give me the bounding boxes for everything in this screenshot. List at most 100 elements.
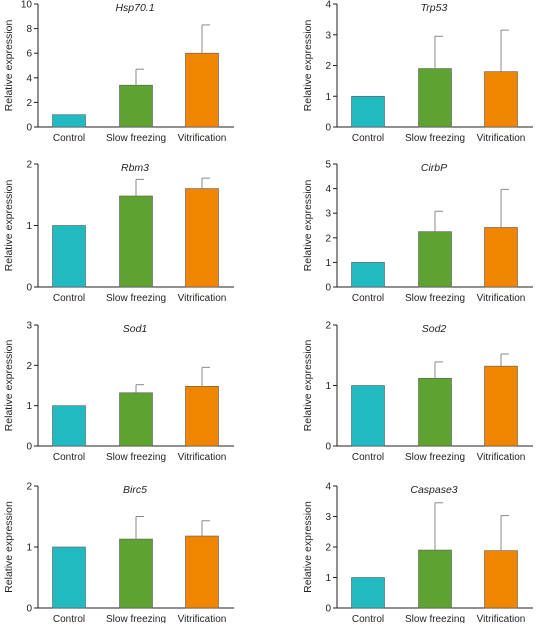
- y-axis-label: Relative expression: [302, 180, 314, 272]
- x-tick-label: Vitrification: [477, 452, 526, 463]
- chart-panel-6: 0 1 2 Relative expression Sod2 Control Slow fr…: [302, 321, 533, 463]
- x-tick-label: Control: [352, 293, 384, 304]
- bar-control: [52, 546, 86, 609]
- x-tick-label: Vitrification: [178, 452, 227, 463]
- chart-title: Sod1: [123, 323, 148, 335]
- y-tick-label: 1: [26, 543, 32, 554]
- x-tick-label: Vitrification: [477, 614, 526, 623]
- bar-vitrification: [185, 386, 219, 447]
- chart-title: Trp53: [421, 2, 448, 14]
- y-tick-label: 1: [325, 92, 331, 103]
- y-tick-label: 2: [325, 543, 331, 554]
- chart-panel-1: 0 2 4 6 8 10 Relative expression Hsp70.1 Control…: [3, 0, 234, 144]
- y-axis-label: Relative expression: [302, 20, 314, 112]
- bar-control: [351, 577, 385, 609]
- x-tick-label: Control: [352, 614, 384, 623]
- x-tick-label: Slow freezing: [106, 293, 166, 304]
- y-tick-label: 3: [325, 30, 331, 41]
- y-tick-label: 2: [325, 61, 331, 72]
- y-tick-label: 4: [325, 0, 331, 11]
- x-tick-label: Vitrification: [178, 133, 227, 144]
- bar-vitrification: [185, 52, 219, 128]
- x-tick-label: Vitrification: [477, 133, 526, 144]
- x-tick-label: Vitrification: [477, 293, 526, 304]
- x-tick-label: Control: [53, 614, 85, 623]
- x-tick-label: Vitrification: [178, 293, 227, 304]
- x-tick-label: Slow freezing: [106, 452, 166, 463]
- y-tick-label: 4: [325, 184, 331, 195]
- x-tick-label: Control: [53, 293, 85, 304]
- y-tick-label: 8: [26, 24, 32, 35]
- bar-slow-freezing: [418, 377, 452, 447]
- chart-panel-8: 0 1 2 3 4 Relative expression Caspase3 Control S…: [302, 482, 533, 625]
- chart-panel-2: 0 1 2 3 4 Relative expression Trp53 Control Slow…: [302, 0, 533, 144]
- x-tick-label: Control: [53, 133, 85, 144]
- y-tick-label: 4: [325, 482, 331, 493]
- y-tick-label: 2: [325, 233, 331, 244]
- bar-control: [351, 385, 385, 447]
- bar-slow-freezing: [418, 549, 452, 609]
- bar-control: [52, 114, 86, 128]
- chart-title: Sod2: [422, 323, 447, 335]
- bar-slow-freezing: [119, 538, 153, 609]
- y-tick-label: 2: [26, 482, 32, 493]
- y-axis-label: Relative expression: [302, 501, 314, 593]
- x-tick-label: Slow freezing: [106, 614, 166, 623]
- bar-vitrification: [185, 535, 219, 609]
- y-tick-label: 2: [26, 361, 32, 372]
- x-tick-label: Slow freezing: [405, 614, 465, 623]
- y-tick-label: 3: [325, 512, 331, 523]
- chart-title: CirbP: [421, 162, 447, 174]
- bar-slow-freezing: [418, 68, 452, 128]
- bar-slow-freezing: [119, 195, 153, 288]
- chart-title: Caspase3: [410, 484, 457, 496]
- y-tick-label: 6: [26, 49, 32, 60]
- y-axis-label: Relative expression: [302, 340, 314, 432]
- bar-vitrification: [484, 227, 518, 288]
- y-tick-label: 10: [21, 0, 33, 11]
- x-tick-label: Slow freezing: [405, 293, 465, 304]
- y-tick-label: 0: [325, 123, 331, 134]
- y-tick-label: 2: [325, 321, 331, 332]
- y-tick-label: 0: [325, 283, 331, 294]
- bar-slow-freezing: [119, 392, 153, 447]
- chart-title: Hsp70.1: [115, 2, 154, 14]
- y-tick-label: 0: [325, 604, 331, 615]
- y-axis-label: Relative expression: [3, 20, 15, 112]
- y-tick-label: 1: [26, 401, 32, 412]
- y-tick-label: 2: [26, 160, 32, 171]
- chart-title: Rbm3: [121, 162, 149, 174]
- y-tick-label: 0: [325, 442, 331, 453]
- y-tick-label: 4: [26, 73, 32, 84]
- x-tick-label: Control: [53, 452, 85, 463]
- y-tick-label: 1: [325, 258, 331, 269]
- bar-slow-freezing: [119, 84, 153, 128]
- y-tick-label: 1: [325, 573, 331, 584]
- chart-panel-5: 0 1 2 3 Relative expression Sod1 Control Slow f…: [3, 321, 234, 463]
- y-tick-label: 1: [325, 381, 331, 392]
- x-tick-label: Slow freezing: [405, 452, 465, 463]
- y-tick-label: 0: [26, 604, 32, 615]
- bar-slow-freezing: [418, 231, 452, 288]
- x-tick-label: Slow freezing: [106, 133, 166, 144]
- y-axis-label: Relative expression: [3, 180, 15, 272]
- y-tick-label: 3: [325, 209, 331, 220]
- bar-vitrification: [484, 550, 518, 609]
- chart-panel-4: 0 1 2 3 4 5 Relative expression CirbP Control Slo…: [302, 160, 533, 304]
- y-tick-label: 0: [26, 123, 32, 134]
- chart-panel-7: 0 1 2 Relative expression Birc5 Control Slow f…: [3, 482, 234, 625]
- x-tick-label: Vitrification: [178, 614, 227, 623]
- chart-title: Birc5: [123, 484, 147, 496]
- bar-control: [52, 405, 86, 447]
- x-tick-label: Control: [352, 133, 384, 144]
- bar-control: [351, 95, 385, 128]
- y-axis-label: Relative expression: [3, 340, 15, 432]
- bar-vitrification: [185, 188, 219, 288]
- bar-vitrification: [484, 71, 518, 128]
- y-tick-label: 2: [26, 98, 32, 109]
- bar-control: [351, 262, 385, 288]
- x-tick-label: Control: [352, 452, 384, 463]
- bar-vitrification: [484, 365, 518, 447]
